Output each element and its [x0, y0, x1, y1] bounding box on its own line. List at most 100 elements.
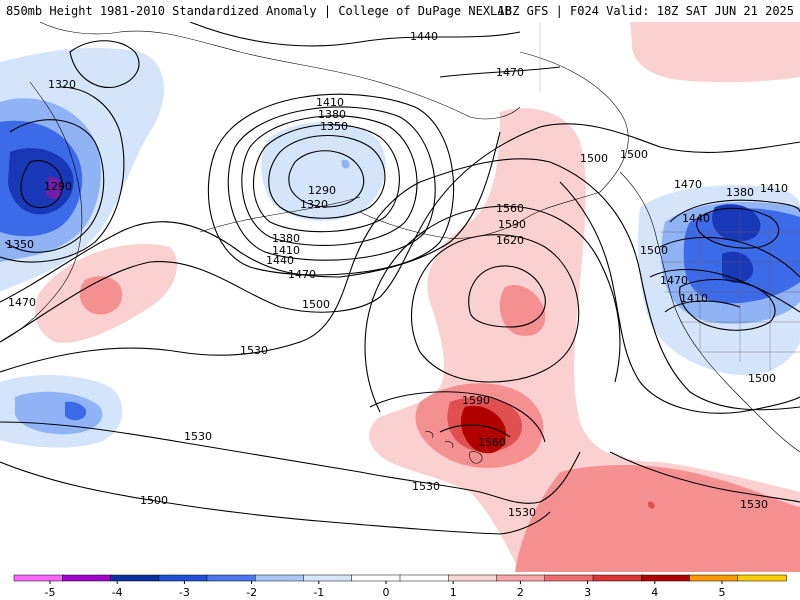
colorbar-tick-label: -4 [112, 586, 123, 599]
colorbar-tick-label: 3 [584, 586, 591, 599]
colorbar-swatch [689, 574, 739, 582]
contour-label: 1380 [318, 108, 346, 121]
contour-label: 1470 [674, 178, 702, 191]
contour-1380-aleutian [241, 115, 418, 246]
contour-1500-south [0, 461, 551, 535]
pacific-northwest-anomaly-5 [722, 251, 754, 284]
contour-1590-hawaii [369, 391, 546, 443]
contour-1350-aleutian [253, 124, 400, 233]
siberia-coast [39, 22, 521, 120]
contour-label: 1500 [140, 494, 168, 507]
colorbar-swatches [13, 574, 787, 582]
colorbar-swatch [399, 574, 449, 582]
contour-label: 1500 [620, 148, 648, 161]
contour-1560-ridge [364, 205, 621, 413]
contour-label: 1440 [410, 30, 438, 43]
alaska-coast [359, 51, 629, 239]
contour-1500-north [0, 123, 800, 343]
contour-label: 1470 [288, 268, 316, 281]
contour-label: 1560 [478, 436, 506, 449]
colorbar-swatch [13, 574, 63, 582]
us-states [660, 212, 800, 372]
contour-1320-aleutian [268, 134, 386, 219]
contour-label: 1530 [240, 344, 268, 357]
coastlines [0, 22, 800, 464]
contour-1440-arctic [189, 22, 521, 47]
contour-1470-west [0, 131, 501, 303]
colorbar-tick-label: -3 [179, 586, 190, 599]
colorbar-swatch [641, 574, 691, 582]
aleutian-low-anomaly [261, 122, 386, 221]
southwest-anomaly-3 [65, 401, 87, 421]
anomaly-colorbar: -5 -4 -3 -2 -1 0 1 2 3 4 5 [0, 572, 800, 600]
height-contours [0, 22, 800, 535]
contour-label: 1410 [760, 182, 788, 195]
contour-1320-west [4, 119, 105, 253]
contour-1500-east [559, 181, 800, 414]
colorbar-swatch [62, 574, 112, 582]
model-run-label: 18Z GFS | F024 Valid: 18Z SAT JUN 21 202… [497, 4, 794, 18]
contour-1590-ridge [411, 234, 580, 383]
contour-label: 1410 [680, 292, 708, 305]
colorbar-swatch [351, 574, 401, 582]
colorbar-tick-label: -5 [45, 586, 56, 599]
contour-label: 1350 [320, 120, 348, 133]
colorbar-swatch [110, 574, 160, 582]
colorbar-swatch [496, 574, 546, 582]
contour-label: 1440 [266, 254, 294, 267]
contour-label: 1440 [682, 212, 710, 225]
colorbar-swatch [158, 574, 208, 582]
colorbar-swatch [448, 574, 498, 582]
contour-label: 1500 [302, 298, 330, 311]
contour-1470-arctic [439, 66, 561, 78]
arctic-positive [630, 22, 800, 83]
contour-1560-hawaii [439, 424, 511, 438]
colorbar-swatch [255, 574, 305, 582]
contour-label: 1290 [44, 180, 72, 193]
contour-1290-aleutian [288, 150, 365, 208]
contour-label: 1380 [272, 232, 300, 245]
colorbar-tick-label: 1 [450, 586, 457, 599]
contour-1530-east [609, 451, 800, 503]
contour-label: 1500 [580, 152, 608, 165]
colorbar-tick-label: 4 [651, 586, 658, 599]
contour-label: 1590 [498, 218, 526, 231]
contour-label: 1560 [496, 202, 524, 215]
contour-label: 1470 [496, 66, 524, 79]
contour-1380-east [696, 207, 780, 249]
contour-label: 1410 [316, 96, 344, 109]
positive-anomaly-areas [35, 22, 800, 572]
colorbar-swatch [303, 574, 353, 582]
contour-label: 1620 [496, 234, 524, 247]
colorbar-tick-label: 2 [517, 586, 524, 599]
contour-1350-west [0, 86, 125, 263]
map-title: 850mb Height 1981-2010 Standardized Anom… [6, 4, 512, 18]
contour-label: 1380 [726, 186, 754, 199]
colorbar-swatch [206, 574, 256, 582]
southeast-positive [515, 465, 800, 572]
hawaii-max [460, 405, 506, 454]
colorbar-tick-label: 5 [719, 586, 726, 599]
contour-1470-east [649, 268, 800, 313]
kamchatka [0, 81, 83, 343]
contour-1410-east [669, 199, 800, 223]
colorbar-ticks: -5 -4 -3 -2 -1 0 1 2 3 4 5 [45, 581, 726, 599]
anomaly-map: 1440 1470 1320 1290 1410 1380 1350 1290 … [0, 22, 800, 572]
contour-label: 1350 [6, 238, 34, 251]
contour-label: 1590 [462, 394, 490, 407]
contour-label: 1410 [272, 244, 300, 257]
contour-labels: 1440 1470 1320 1290 1410 1380 1350 1290 … [6, 30, 788, 519]
contour-1410-aleutian [227, 106, 436, 261]
contour-1320-north [69, 40, 140, 88]
contour-1530-mid [0, 158, 800, 411]
contour-label: 1530 [412, 480, 440, 493]
contour-label: 1530 [508, 506, 536, 519]
map-header: 850mb Height 1981-2010 Standardized Anom… [0, 0, 800, 22]
contour-label: 1530 [740, 498, 768, 511]
contour-label: 1320 [48, 78, 76, 91]
contour-1470-east-2 [664, 300, 741, 313]
southeast-core [647, 501, 655, 509]
central-ridge-core [499, 284, 546, 336]
hawaii-islands [424, 431, 483, 464]
